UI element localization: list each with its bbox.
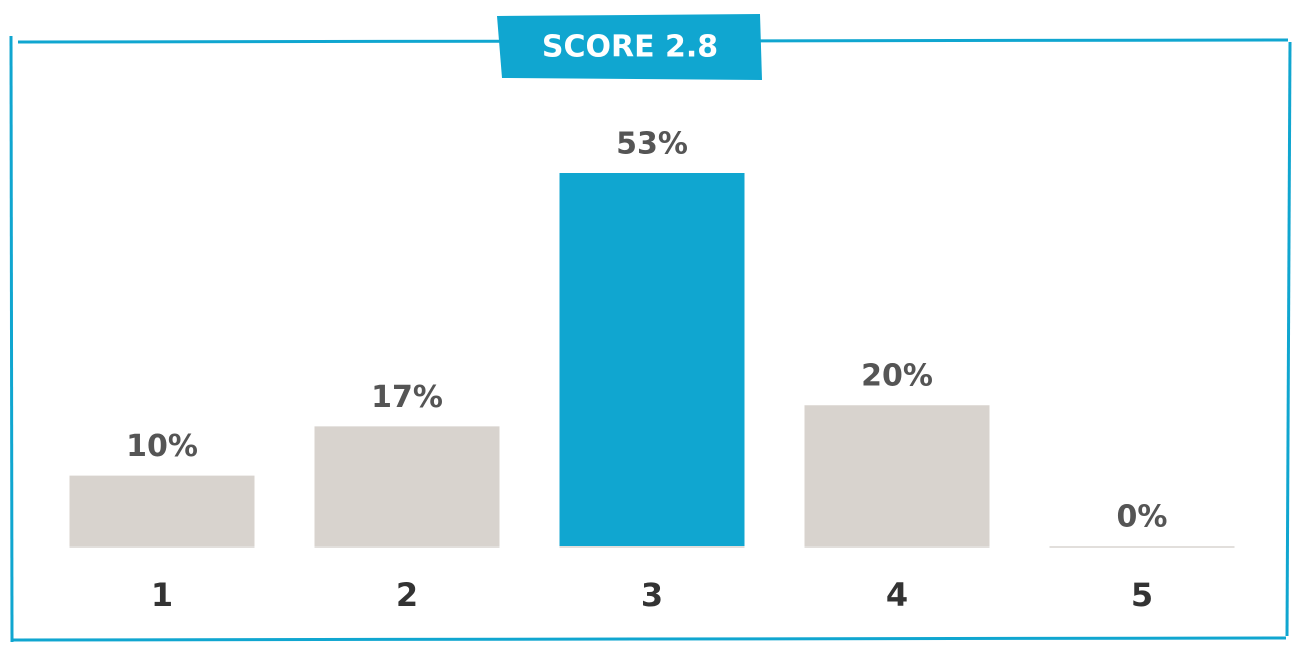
category-label: 4	[886, 576, 908, 614]
bar	[314, 426, 500, 546]
category-label: 3	[641, 576, 663, 614]
category-label: 5	[1131, 576, 1153, 614]
value-label: 0%	[1117, 500, 1168, 535]
frame-bottom	[11, 636, 1287, 642]
category-label: 2	[396, 576, 418, 614]
bar	[69, 475, 255, 546]
bar	[804, 405, 990, 546]
bar	[559, 173, 745, 546]
value-label: 17%	[371, 380, 443, 415]
title-tab	[497, 14, 762, 80]
value-label: 53%	[616, 127, 688, 162]
frame-left	[9, 35, 14, 643]
frame-right	[1285, 41, 1292, 637]
value-label: 20%	[861, 359, 933, 394]
category-label: 1	[151, 576, 173, 614]
value-label: 10%	[126, 429, 198, 464]
chart-title: SCORE 2.8	[542, 30, 718, 65]
